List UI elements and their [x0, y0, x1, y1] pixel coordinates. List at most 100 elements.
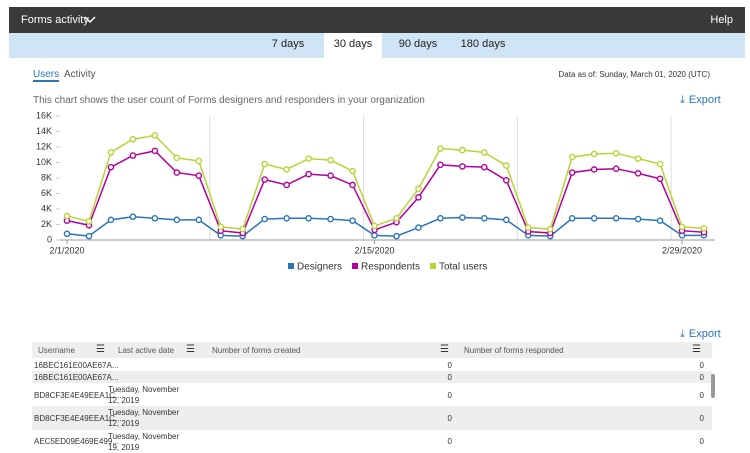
export-button[interactable]: ⤓ Export — [680, 94, 721, 106]
data-point — [524, 224, 532, 231]
table-cell: 0 — [447, 414, 452, 423]
table-cell: 16BEC161E00AE67A... — [34, 360, 119, 370]
data-as-of: Data as of: Sunday, March 01, 2020 (UTC) — [558, 70, 710, 79]
data-point — [283, 215, 290, 222]
data-point — [371, 232, 378, 239]
data-point — [327, 172, 334, 179]
data-point — [700, 225, 708, 232]
data-point — [590, 166, 598, 173]
data-point — [283, 166, 290, 173]
x-tick-label: 2/15/2020 — [354, 245, 394, 255]
data-point — [415, 224, 422, 231]
data-point — [349, 167, 356, 175]
data-point — [656, 160, 664, 168]
table-cell: BD8CF3E4E49EEA1C... — [34, 414, 122, 423]
data-point — [459, 146, 466, 154]
column-menu[interactable]: ☰ — [440, 344, 449, 355]
series-line — [66, 134, 705, 230]
data-point — [503, 162, 510, 169]
column-header[interactable]: Number of forms responded — [464, 346, 564, 355]
data-point — [503, 177, 510, 184]
data-point — [261, 176, 268, 183]
data-point — [283, 181, 290, 189]
data-point — [437, 215, 444, 222]
series-line — [66, 150, 705, 234]
scrollbar[interactable] — [711, 374, 715, 398]
tab[interactable]: 30 days — [324, 33, 382, 58]
table-cell: Tuesday, November 12, 2019 — [108, 385, 180, 405]
data-point — [612, 165, 620, 173]
table-cell: 0 — [447, 390, 452, 400]
data-point — [173, 154, 181, 162]
data-point — [393, 215, 400, 222]
data-point — [546, 225, 554, 233]
data-point — [590, 150, 598, 158]
data-point — [107, 149, 115, 156]
data-point — [459, 214, 466, 221]
data-point — [656, 217, 664, 224]
data-point — [634, 155, 642, 162]
data-point — [173, 169, 181, 176]
column-menu[interactable]: ☰ — [96, 344, 105, 355]
data-point — [327, 215, 334, 223]
tab[interactable]: 7 days — [271, 38, 305, 50]
data-point — [612, 149, 620, 157]
x-tick-label: 2/1/2020 — [49, 245, 84, 255]
column-header[interactable]: Username — [38, 346, 75, 355]
legend-swatch — [288, 263, 294, 269]
export-label: Export — [688, 328, 721, 340]
data-point — [503, 216, 510, 224]
y-tick-label: 16K — [36, 110, 52, 120]
data-point — [239, 225, 247, 233]
data-point — [568, 153, 576, 161]
tab[interactable]: 90 days — [398, 38, 438, 50]
tab[interactable]: 180 days — [460, 38, 506, 50]
data-point — [305, 155, 312, 162]
data-point — [261, 215, 268, 223]
data-point — [195, 157, 203, 165]
data-point — [459, 163, 466, 170]
legend-label: Respondents — [361, 262, 420, 273]
data-point — [393, 232, 400, 240]
data-point — [349, 181, 356, 189]
data-point — [327, 156, 334, 164]
table-cell: 0 — [699, 373, 704, 382]
legend-label: Designers — [297, 262, 342, 273]
column-header[interactable]: Number of forms created — [212, 346, 301, 355]
y-tick-label: 14K — [36, 126, 52, 136]
data-point — [634, 215, 642, 223]
table-row: 16BEC161E00AE67A... 0 0 — [32, 358, 712, 371]
data-point — [217, 223, 225, 231]
column-header[interactable]: Last active date — [118, 346, 175, 355]
data-point — [195, 216, 203, 224]
table-cell: 0 — [447, 373, 452, 382]
chart: 0 2K 4K 6K 8K 10K 12K 14K 16K 2/1/2020 2/15/2020 2/… — [36, 110, 715, 273]
data-point — [129, 135, 137, 143]
data-point — [151, 132, 159, 139]
table: Username ☰ Last active date ☰ Number of form… — [32, 342, 712, 452]
data-point — [481, 215, 488, 222]
table-row: 16BEC161E00AE67A... 0 0 — [32, 371, 712, 383]
chevron[interactable] — [84, 16, 96, 24]
data-point — [151, 147, 159, 155]
series-line — [66, 215, 704, 237]
legend-swatch — [352, 263, 359, 269]
help[interactable]: Help — [710, 14, 733, 26]
table-cell: 0 — [447, 437, 452, 446]
column-menu[interactable]: ☰ — [692, 344, 701, 355]
table-row: BD8CF3E4E49EEA1C... Tuesday, November 12,… — [32, 406, 712, 430]
column-menu[interactable]: ☰ — [186, 344, 195, 355]
data-point — [656, 175, 664, 183]
subtab[interactable]: Activity — [64, 69, 96, 80]
app-title[interactable]: Forms activity — [21, 14, 89, 26]
data-point — [107, 163, 115, 171]
data-point — [261, 160, 268, 168]
subtab[interactable]: Users — [33, 69, 60, 82]
data-point — [85, 232, 93, 240]
table-cell: 0 — [699, 437, 704, 446]
data-point — [151, 215, 159, 222]
export-label: Export — [688, 94, 721, 106]
y-tick-label: 2K — [41, 219, 52, 229]
export-button[interactable]: ⤓ Export — [680, 328, 721, 340]
